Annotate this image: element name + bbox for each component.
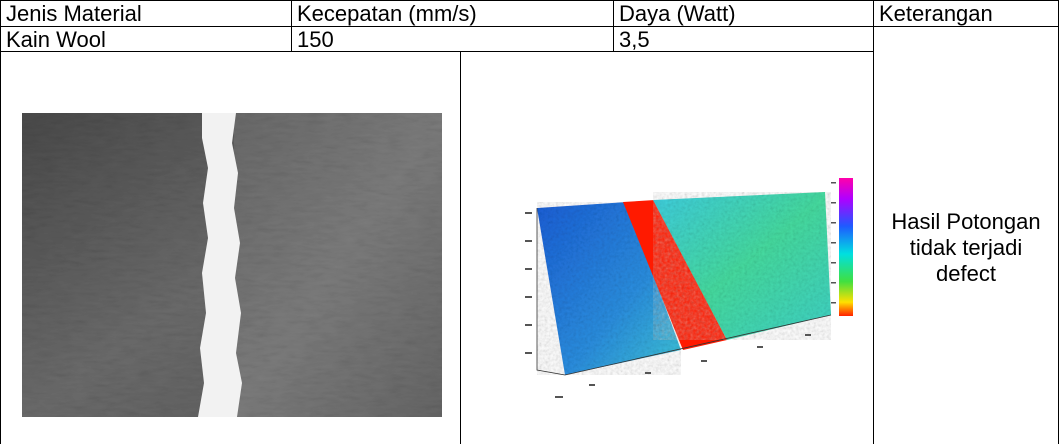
keterangan-text: Hasil Potongan tidak terjadi defect — [891, 208, 1041, 286]
cut-fabric-photo — [22, 113, 442, 417]
cell-plot — [460, 51, 873, 444]
header-keterangan: Keterangan — [873, 0, 1059, 26]
header-kecepatan: Kecepatan (mm/s) — [291, 0, 613, 26]
surface-plot-3d — [525, 178, 853, 398]
cell-power-value: 3,5 — [613, 26, 873, 51]
header-jenis-material: Jenis Material — [0, 0, 291, 26]
cell-material-value: Kain Wool — [0, 26, 291, 51]
cell-speed-value: 150 — [291, 26, 613, 51]
header-daya: Daya (Watt) — [613, 0, 873, 26]
